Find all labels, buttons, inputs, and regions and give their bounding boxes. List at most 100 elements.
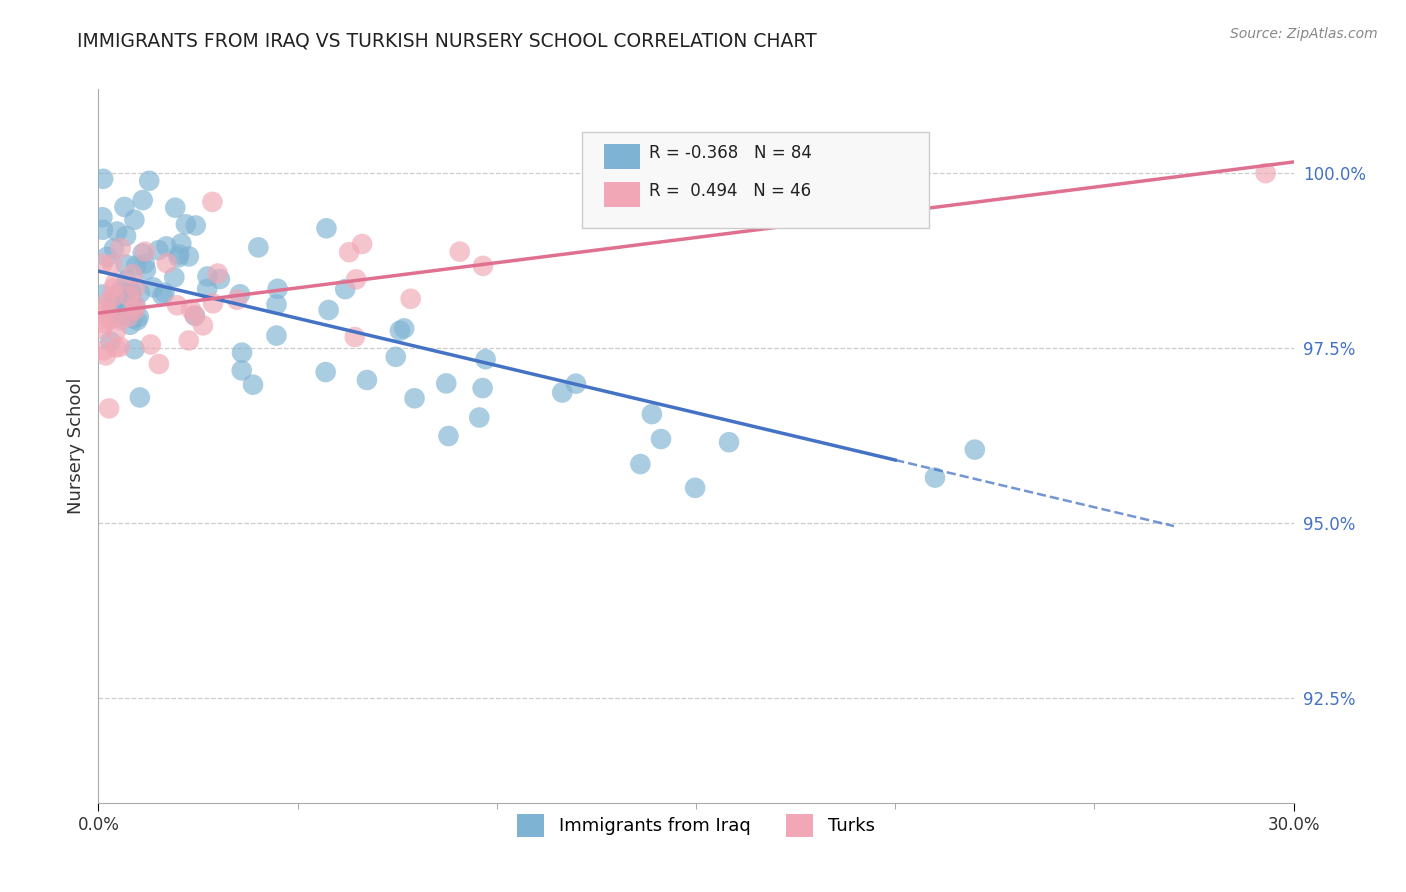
- Y-axis label: Nursery School: Nursery School: [66, 377, 84, 515]
- Point: [124, 280, 146, 294]
- Point: [120, 287, 142, 301]
- Point: [101, 301, 124, 315]
- Point: [242, 377, 264, 392]
- Point: [108, 340, 131, 354]
- Point: [110, 284, 132, 298]
- Point: [315, 221, 337, 235]
- Point: [155, 239, 177, 253]
- Point: [101, 281, 124, 295]
- Point: [115, 293, 138, 307]
- Point: [337, 245, 360, 260]
- Point: [344, 272, 367, 286]
- Point: [718, 435, 741, 450]
- Point: [201, 296, 224, 310]
- Point: [91, 323, 114, 337]
- Point: [170, 236, 193, 251]
- Point: [91, 302, 114, 317]
- Point: [468, 410, 491, 425]
- Point: [118, 289, 141, 303]
- Point: [131, 246, 153, 260]
- Point: [247, 240, 270, 254]
- Point: [152, 288, 174, 302]
- Point: [91, 257, 114, 271]
- Point: [120, 318, 142, 332]
- Point: [142, 280, 165, 294]
- Point: [318, 303, 340, 318]
- Point: [96, 250, 118, 264]
- Point: [138, 174, 160, 188]
- Point: [167, 250, 190, 264]
- Point: [356, 373, 378, 387]
- Point: [551, 385, 574, 400]
- Point: [121, 285, 143, 300]
- Point: [231, 345, 253, 359]
- Point: [128, 310, 150, 324]
- Point: [565, 376, 588, 391]
- Point: [165, 201, 187, 215]
- Point: [129, 285, 152, 300]
- Point: [135, 263, 157, 277]
- Point: [963, 442, 986, 457]
- Point: [163, 270, 186, 285]
- Point: [184, 309, 207, 323]
- Point: [392, 321, 415, 335]
- Text: Source: ZipAtlas.com: Source: ZipAtlas.com: [1230, 27, 1378, 41]
- Point: [208, 272, 231, 286]
- Point: [91, 211, 114, 225]
- Point: [335, 282, 357, 296]
- Point: [124, 303, 146, 318]
- Legend: Immigrants from Iraq, Turks: Immigrants from Iraq, Turks: [510, 807, 882, 844]
- Point: [266, 297, 288, 311]
- Point: [231, 363, 253, 377]
- Point: [134, 244, 156, 259]
- Point: [139, 337, 162, 351]
- Point: [101, 257, 124, 271]
- Text: R = -0.368   N = 84: R = -0.368 N = 84: [650, 145, 813, 162]
- Point: [434, 376, 457, 391]
- Point: [104, 324, 127, 338]
- Point: [103, 242, 125, 256]
- Point: [115, 229, 138, 244]
- Point: [115, 273, 138, 287]
- Point: [266, 328, 288, 343]
- Point: [174, 217, 197, 231]
- Point: [101, 302, 124, 317]
- Point: [683, 481, 706, 495]
- Point: [195, 282, 218, 296]
- Point: [131, 193, 153, 207]
- Point: [93, 316, 115, 330]
- Point: [177, 249, 200, 263]
- Point: [91, 287, 114, 301]
- Point: [641, 407, 664, 421]
- Point: [98, 312, 121, 326]
- Point: [650, 432, 672, 446]
- Point: [474, 352, 496, 367]
- Point: [91, 223, 114, 237]
- Point: [94, 348, 117, 362]
- Point: [1254, 166, 1277, 180]
- Point: [127, 313, 149, 327]
- FancyBboxPatch shape: [582, 132, 929, 228]
- Point: [471, 381, 494, 395]
- Point: [180, 302, 202, 317]
- Point: [124, 342, 146, 356]
- Point: [104, 341, 127, 355]
- Point: [352, 237, 374, 252]
- FancyBboxPatch shape: [605, 145, 640, 169]
- Point: [399, 292, 422, 306]
- Point: [107, 310, 129, 325]
- Point: [110, 241, 132, 255]
- Point: [122, 311, 145, 326]
- Point: [628, 457, 651, 471]
- Point: [184, 219, 207, 233]
- Point: [201, 194, 224, 209]
- Point: [114, 200, 136, 214]
- Point: [226, 293, 249, 307]
- Point: [449, 244, 471, 259]
- Point: [124, 212, 146, 227]
- Point: [120, 298, 142, 312]
- Point: [177, 334, 200, 348]
- Point: [114, 257, 136, 271]
- Point: [125, 259, 148, 273]
- Point: [153, 285, 176, 300]
